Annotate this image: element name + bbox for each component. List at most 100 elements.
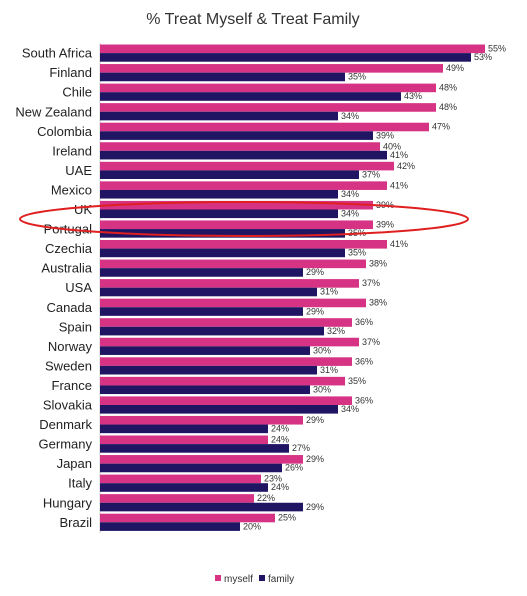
value-label-myself-norway: 37% [362,337,380,347]
legend: myself family [215,574,294,585]
value-label-family-uae: 37% [362,169,380,179]
value-label-family-czechia: 35% [348,248,366,258]
category-label-canada: Canada [46,300,92,315]
category-label-france: France [52,378,92,393]
category-label-sweden: Sweden [45,358,92,373]
category-label-colombia: Colombia [37,124,93,139]
bar-family-czechia [100,248,345,258]
category-label-hungary: Hungary [43,495,93,510]
bar-myself-france [100,376,345,386]
value-label-family-mexico: 34% [341,189,359,199]
bar-family-canada [100,307,303,316]
value-label-myself-portugal: 39% [376,219,394,229]
value-label-family-canada: 29% [306,306,324,316]
bar-family-south-africa [100,53,471,62]
bar-myself-south-africa [100,44,485,54]
bar-family-japan [100,463,282,473]
value-label-family-france: 30% [313,384,331,394]
bar-myself-mexico [100,181,387,190]
value-label-myself-czechia: 41% [390,239,408,249]
bar-myself-brazil [100,513,275,523]
bar-myself-uae [100,161,394,171]
value-label-family-usa: 31% [320,287,338,297]
value-label-family-brazil: 20% [243,521,261,531]
value-label-myself-new-zealand: 48% [439,102,457,112]
labels-layer: South Africa 55%53% Finland 49% 35% Chile 48% 4… [15,44,506,532]
category-label-denmark: Denmark [39,417,92,432]
value-label-family-hungary: 29% [306,502,324,512]
value-label-family-south-africa: 53% [474,52,492,62]
category-label-czechia: Czechia [45,241,93,256]
value-label-myself-colombia: 47% [432,122,450,132]
category-label-uk: UK [74,202,92,217]
bar-myself-uk [100,200,373,210]
value-label-myself-germany: 24% [271,435,289,445]
bar-myself-sweden [100,357,352,366]
bars-layer [100,44,485,531]
bar-family-uk [100,209,338,219]
category-label-italy: Italy [68,476,92,491]
bar-family-norway [100,346,310,355]
value-label-family-colombia: 39% [376,130,394,140]
category-label-ireland: Ireland [52,143,92,158]
bar-family-italy [100,483,268,492]
category-label-usa: USA [65,280,92,295]
category-label-south-africa: South Africa [22,46,93,61]
bar-myself-chile [100,83,436,93]
value-label-myself-mexico: 41% [390,180,408,190]
bar-myself-ireland [100,142,380,151]
bar-family-spain [100,326,324,336]
bar-myself-japan [100,455,303,464]
bar-family-hungary [100,502,303,512]
value-label-family-australia: 29% [306,267,324,277]
value-label-family-italy: 24% [271,482,289,492]
value-label-family-chile: 43% [404,91,422,101]
bar-myself-australia [100,259,366,269]
value-label-myself-hungary: 22% [257,493,275,503]
bar-family-denmark [100,424,268,434]
bar-myself-canada [100,298,366,308]
value-label-myself-australia: 38% [369,259,387,269]
category-label-germany: Germany [39,437,93,452]
value-label-family-finland: 35% [348,72,366,82]
bar-family-france [100,385,310,395]
value-label-myself-denmark: 29% [306,415,324,425]
bar-family-sweden [100,365,317,375]
legend-swatch-family [259,575,265,581]
bar-myself-denmark [100,415,303,425]
chart-title: % Treat Myself & Treat Family [146,11,359,28]
bar-myself-spain [100,318,352,327]
bar-family-australia [100,268,303,277]
value-label-family-sweden: 31% [320,365,338,375]
bar-family-chile [100,92,401,101]
value-label-myself-brazil: 25% [278,513,296,523]
value-label-family-norway: 30% [313,345,331,355]
value-label-myself-slovakia: 36% [355,395,373,405]
value-label-family-germany: 27% [292,443,310,453]
category-label-finland: Finland [49,65,92,80]
value-label-myself-spain: 36% [355,317,373,327]
bar-myself-portugal [100,220,373,230]
category-label-brazil: Brazil [59,515,92,530]
bar-family-mexico [100,189,338,199]
value-label-myself-italy: 23% [264,474,282,484]
value-label-myself-sweden: 36% [355,356,373,366]
bar-myself-colombia [100,122,429,132]
bar-myself-hungary [100,494,254,503]
bar-family-colombia [100,131,373,140]
value-label-family-uk: 34% [341,209,359,219]
category-label-uae: UAE [65,163,92,178]
value-label-myself-uae: 42% [397,161,415,171]
value-label-myself-usa: 37% [362,278,380,288]
value-label-family-denmark: 24% [271,424,289,434]
category-label-new-zealand: New Zealand [15,104,92,119]
category-label-japan: Japan [57,456,92,471]
category-label-mexico: Mexico [51,182,92,197]
value-label-family-new-zealand: 34% [341,111,359,121]
bar-family-slovakia [100,405,338,414]
category-label-chile: Chile [62,85,92,100]
legend-swatch-myself [215,575,221,581]
highlight-ellipse [19,201,469,237]
bar-family-portugal [100,229,345,238]
